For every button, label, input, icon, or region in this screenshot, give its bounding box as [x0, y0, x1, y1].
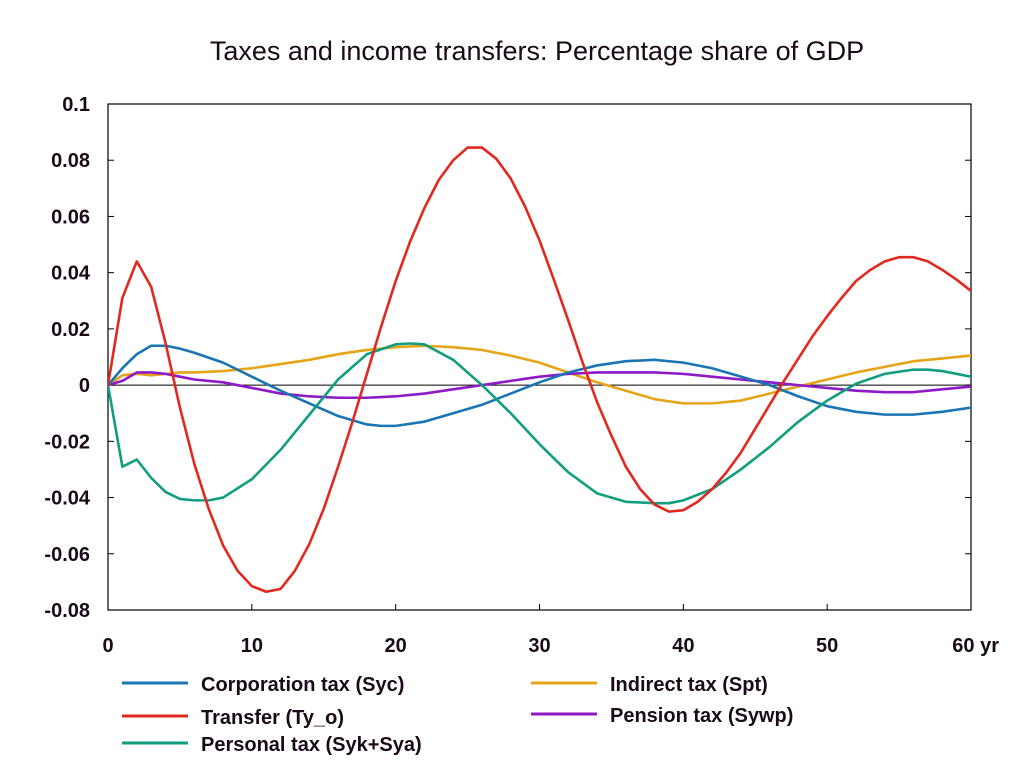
series-line-transfer-ty-o [108, 146, 971, 594]
chart-title: Taxes and income transfers: Percentage s… [210, 36, 864, 66]
x-tick-label: 40 [672, 635, 694, 657]
series-line-corporation-tax-syc [108, 344, 971, 428]
y-tick-label: 0 [79, 375, 90, 397]
legend: Corporation tax (Syc) Transfer (Ty_o) Pers… [122, 674, 793, 756]
series-line-pension-tax-sywp [108, 371, 971, 400]
legend-item: Personal tax (Syk+Sya) [122, 734, 422, 756]
x-tick-label: 30 [528, 635, 550, 657]
y-tick-label: -0.06 [44, 544, 90, 566]
y-tick-label: 0.02 [51, 319, 90, 341]
legend-label: Indirect tax (Spt) [610, 674, 768, 696]
x-tick-label: 20 [385, 635, 407, 657]
x-tick-label: 60 yr [952, 635, 999, 657]
y-tick-label: -0.08 [44, 600, 90, 622]
legend-item: Transfer (Ty_o) [122, 707, 344, 729]
legend-item: Indirect tax (Spt) [531, 674, 768, 696]
y-tick-label: 0.04 [51, 263, 91, 285]
x-tick-label: 50 [816, 635, 838, 657]
y-tick-label: 0.1 [62, 94, 90, 116]
legend-item: Pension tax (Sywp) [531, 705, 793, 727]
y-tick-label: 0.06 [51, 206, 90, 228]
y-tick-label: -0.04 [44, 488, 90, 510]
series-line-indirect-tax-spt [108, 344, 971, 405]
plot-area: -0.08 -0.06 -0.04 -0.02 0 0.02 0.04 0.06 0.08 0.1… [44, 94, 999, 657]
legend-label: Transfer (Ty_o) [201, 707, 344, 729]
legend-item: Corporation tax (Syc) [122, 674, 404, 696]
y-tick-label: -0.02 [44, 431, 90, 453]
x-tick-label: 10 [241, 635, 263, 657]
legend-label: Corporation tax (Syc) [201, 674, 404, 696]
series-line-personal-tax-syk-sya [108, 342, 971, 505]
y-tick-label: 0.08 [51, 150, 90, 172]
legend-label: Personal tax (Syk+Sya) [201, 734, 422, 756]
legend-label: Pension tax (Sywp) [610, 705, 793, 727]
plot-frame [107, 103, 972, 611]
x-tick-label: 0 [102, 635, 113, 657]
